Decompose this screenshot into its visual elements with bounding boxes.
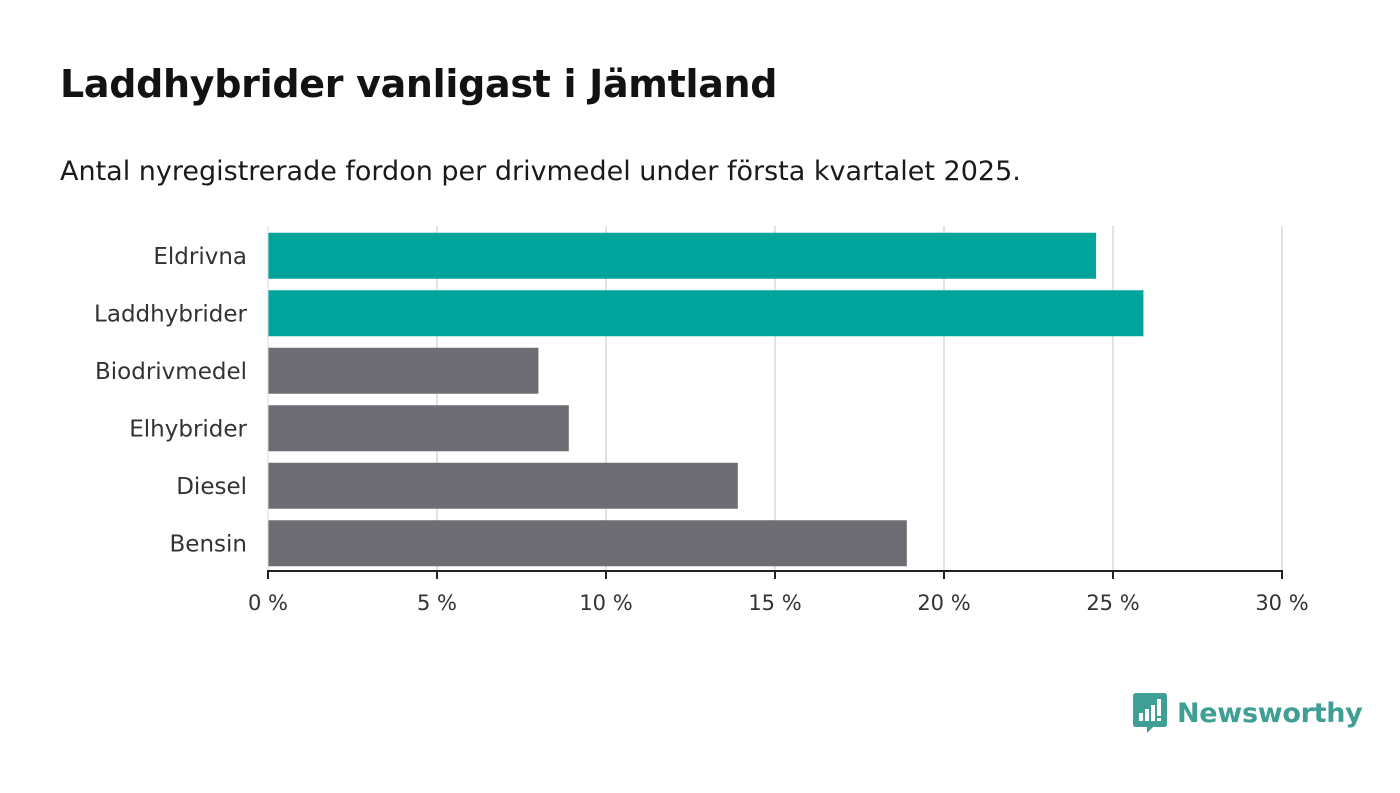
bar-eldrivna [268, 232, 1097, 279]
chart-subtitle: Antal nyregistrerade fordon per drivmede… [60, 156, 1021, 187]
x-tick-label: 10 % [579, 591, 632, 615]
bar-biodrivmedel [268, 347, 539, 394]
bar-bensin [268, 520, 907, 567]
category-label: Biodrivmedel [95, 359, 247, 385]
x-tick-label: 15 % [748, 591, 801, 615]
bar-diesel [268, 462, 738, 509]
bar-laddhybrider [268, 290, 1144, 337]
brand-logo: Newsworthy [1133, 692, 1363, 734]
x-tick-label: 30 % [1255, 591, 1308, 615]
brand-name: Newsworthy [1177, 697, 1363, 729]
bars [268, 232, 1144, 567]
category-label: Bensin [170, 531, 247, 557]
x-tick-label: 5 % [417, 591, 457, 615]
category-label: Elhybrider [129, 416, 247, 442]
category-label: Eldrivna [153, 244, 247, 270]
chart-title: Laddhybrider vanligast i Jämtland [60, 62, 778, 106]
category-labels: Eldrivna Laddhybrider Biodrivmedel Elhybrid… [94, 244, 247, 558]
x-tick-label: 20 % [917, 591, 970, 615]
x-axis: 0 % 5 % 10 % 15 % 20 % 25 % 30 % [248, 226, 1309, 615]
newsworthy-logo-icon [1133, 693, 1167, 733]
category-label: Laddhybrider [94, 301, 247, 327]
category-label: Diesel [176, 474, 247, 500]
bar-elhybrider [268, 405, 569, 452]
x-tick-label: 0 % [248, 591, 288, 615]
gridlines [436, 226, 1283, 571]
x-tick-label: 25 % [1086, 591, 1139, 615]
